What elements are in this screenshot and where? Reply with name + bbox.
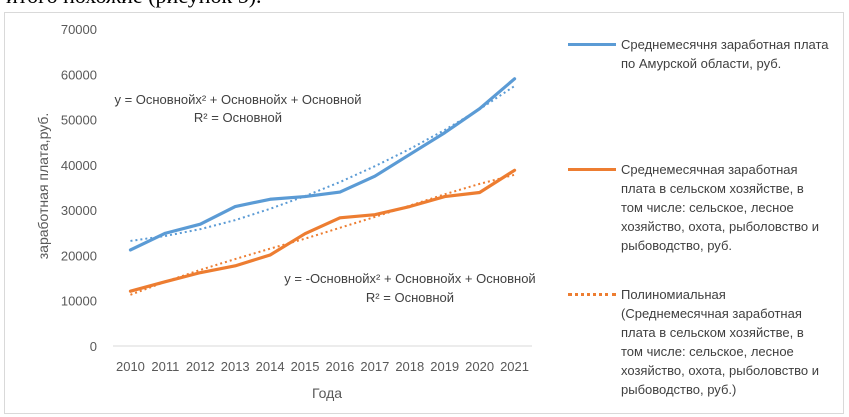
x-axis-title: Года: [312, 385, 342, 401]
x-tick-label: 2015: [291, 359, 320, 374]
data-point: [303, 195, 307, 198]
y-axis-title: заработная плата,руб.: [35, 113, 51, 260]
trendlines: [130, 85, 516, 296]
data-point: [199, 222, 202, 226]
series-line-agriculture: [128, 168, 517, 293]
orange-trend-r2: R² = Основной: [366, 290, 454, 305]
data-point: [373, 174, 377, 178]
y-tick-label: 40000: [61, 158, 97, 173]
data-point: [478, 191, 481, 194]
legend-label: Полиномиальная (Среднемесячная заработна…: [621, 287, 820, 397]
x-tick-label: 2018: [395, 359, 424, 374]
data-point: [408, 205, 411, 208]
y-tick-label: 70000: [61, 22, 97, 37]
y-tick-label: 0: [90, 339, 97, 354]
data-point: [513, 77, 516, 81]
data-point: [199, 271, 202, 274]
data-point: [164, 232, 167, 235]
legend-item-blue-series: Среднемесячня заработная плата по Амурск…: [568, 35, 844, 71]
y-axis-ticks: 0 10000 20000 30000 40000 50000 60000 70000: [61, 22, 97, 354]
data-point: [129, 248, 132, 252]
legend-swatch-orange: [568, 168, 616, 171]
clipped-caption-text: итого похожие (рисунок 5).: [6, 0, 262, 9]
y-tick-label: 20000: [61, 248, 97, 263]
legend-label: Среднемесячная заработная плата в сельск…: [621, 162, 820, 253]
trendline-blue: [130, 85, 516, 242]
legend-label: Среднемесячня заработная плата по Амурск…: [621, 37, 829, 71]
data-point: [373, 213, 377, 216]
chart-area: [4, 12, 844, 414]
legend-swatch-orange-dotted: [568, 293, 616, 296]
x-tick-label: 2012: [186, 359, 215, 374]
series-lines: [128, 77, 517, 293]
legend-item-orange-trendline: Полиномиальная (Среднемесячная заработна…: [568, 285, 844, 397]
data-point: [513, 169, 516, 172]
y-tick-label: 30000: [61, 203, 97, 218]
data-point: [234, 205, 237, 208]
orange-trend-equation: y = -Основнойx² + Основнойx + Основной: [284, 271, 535, 286]
x-tick-label: 2013: [221, 359, 250, 374]
data-point: [338, 190, 342, 194]
blue-trend-equation: y = Основнойx² + Основнойx + Основной: [114, 92, 361, 107]
x-tick-label: 2014: [256, 359, 285, 374]
y-tick-label: 10000: [61, 294, 97, 309]
legend-swatch-blue: [568, 43, 616, 46]
x-tick-label: 2020: [465, 359, 494, 374]
legend-item-orange-series: Среднемесячная заработная плата в сельск…: [568, 160, 844, 253]
y-tick-label: 50000: [61, 113, 97, 128]
data-point: [338, 216, 342, 220]
data-point: [268, 253, 272, 257]
x-tick-label: 2019: [430, 359, 459, 374]
y-tick-label: 60000: [61, 67, 97, 82]
data-point: [129, 290, 132, 293]
data-point: [443, 131, 446, 134]
x-tick-label: 2017: [360, 359, 389, 374]
data-point: [234, 264, 237, 268]
data-point: [408, 153, 411, 156]
data-point: [268, 198, 272, 201]
x-tick-label: 2011: [151, 359, 179, 374]
trendline-orange: [130, 173, 515, 296]
data-point: [443, 195, 446, 198]
data-point: [164, 280, 167, 283]
series-line-amur-region: [128, 77, 517, 252]
blue-trend-r2: R² = Основной: [194, 110, 282, 125]
x-axis-ticks: 2010 2011 2012 2013 2014 2015 2016 2017 2018 2019…: [116, 359, 529, 374]
x-tick-label: 2016: [325, 359, 354, 374]
x-tick-label: 2021: [500, 359, 529, 374]
data-point: [478, 107, 481, 110]
data-point: [303, 232, 307, 235]
x-tick-label: 2010: [116, 359, 145, 374]
